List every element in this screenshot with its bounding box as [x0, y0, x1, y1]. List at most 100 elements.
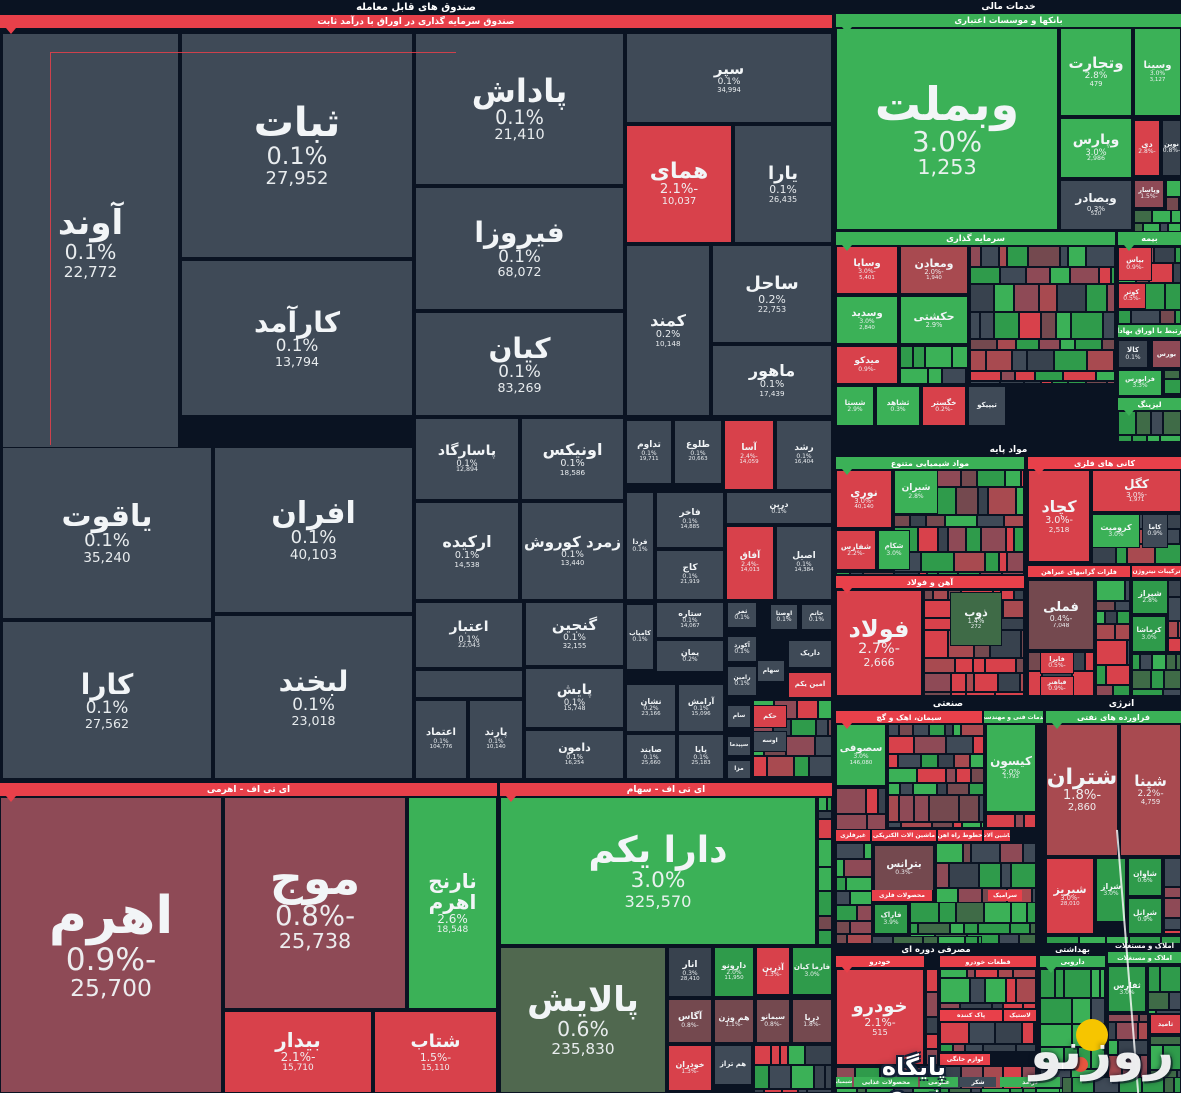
mini-tile[interactable] [966, 368, 968, 384]
mini-tile[interactable] [1060, 339, 1075, 350]
mini-tile[interactable] [899, 795, 914, 822]
mini-tile[interactable] [1151, 411, 1163, 435]
mini-tile[interactable] [1014, 590, 1024, 600]
mini-tile[interactable] [980, 312, 994, 339]
mini-tile[interactable] [809, 756, 832, 777]
mini-tile[interactable] [924, 673, 951, 692]
mini-tile[interactable] [953, 1044, 965, 1052]
treemap-tile[interactable]: فایرا -0.5% [1040, 652, 1074, 674]
mini-tile[interactable] [900, 368, 928, 384]
treemap-tile[interactable]: شاوان 0.6% [1128, 858, 1162, 896]
mini-tile[interactable] [1086, 381, 1107, 384]
mini-tile[interactable] [836, 877, 846, 891]
treemap-tile[interactable]: ومعادن -2.0% 1,940 [900, 246, 968, 294]
mini-tile[interactable] [780, 1045, 788, 1065]
treemap-tile[interactable]: کگل -3.0% 1,971 [1092, 470, 1181, 512]
mini-tile[interactable] [938, 527, 948, 552]
mini-tile[interactable] [1081, 1024, 1099, 1047]
mini-tile[interactable] [791, 1065, 814, 1089]
treemap-tile[interactable]: سپر 0.1% 34,994 [626, 33, 832, 123]
mini-tile[interactable] [836, 572, 850, 575]
mini-tile[interactable] [846, 877, 872, 891]
mini-tile[interactable] [978, 487, 988, 515]
treemap-tile[interactable]: اونیکس 0.1% 18,586 [521, 418, 624, 500]
mini-tile[interactable] [1096, 580, 1125, 601]
mini-tile[interactable] [956, 768, 971, 783]
treemap-tile[interactable]: یاقوت 0.1% 35,240 [2, 447, 212, 619]
mini-tile[interactable] [970, 350, 986, 371]
mini-tile[interactable] [1040, 969, 1055, 998]
mini-tile[interactable] [1118, 435, 1132, 442]
mini-tile[interactable] [900, 783, 913, 795]
treemap-tile[interactable]: فردا 0.1% [626, 492, 654, 600]
mini-tile[interactable] [986, 350, 1012, 371]
mini-tile[interactable] [995, 1022, 1022, 1044]
mini-tile[interactable] [823, 777, 832, 779]
mini-tile[interactable] [769, 1065, 791, 1089]
mini-tile[interactable] [926, 1049, 938, 1065]
treemap-tile[interactable]: اعتماد 0.1% 104,776 [415, 700, 467, 779]
mini-tile[interactable] [986, 814, 1015, 828]
treemap-tile[interactable]: وسینا 3.0% 3,127 [1134, 28, 1181, 116]
mini-tile[interactable] [825, 1065, 832, 1089]
mini-tile[interactable] [970, 267, 1000, 284]
mini-tile[interactable] [1096, 371, 1115, 381]
mini-tile[interactable] [1148, 966, 1160, 992]
treemap-tile[interactable]: اهرم -0.9% 25,700 [0, 797, 222, 1093]
mini-tile[interactable] [1024, 381, 1041, 384]
treemap-tile[interactable]: اعتبار 0.1% 22,043 [415, 602, 523, 668]
sector-strip[interactable]: مواد شیمیایی متنوع [836, 457, 1024, 469]
mini-tile[interactable] [878, 788, 886, 814]
mini-tile[interactable] [1132, 435, 1147, 442]
treemap-tile[interactable]: کیان 0.1% 83,269 [415, 312, 624, 416]
mini-tile[interactable] [1023, 843, 1036, 863]
mini-tile[interactable] [1091, 1047, 1105, 1069]
mini-tile[interactable] [966, 673, 974, 692]
mini-tile[interactable] [998, 969, 1013, 978]
mini-tile[interactable] [953, 822, 962, 828]
sector-strip[interactable]: خودرو [836, 956, 924, 967]
mini-tile[interactable] [1057, 284, 1086, 312]
treemap-tile[interactable]: موج -0.8% 25,738 [224, 797, 406, 1009]
mini-tile[interactable] [1040, 998, 1072, 1024]
mini-tile[interactable] [814, 1065, 825, 1089]
treemap-tile[interactable]: اوصتا 0.1% [770, 604, 798, 630]
treemap-tile[interactable]: دریا -1.8% [792, 999, 832, 1043]
mini-tile[interactable] [1138, 1022, 1148, 1040]
mini-tile[interactable] [1007, 246, 1028, 267]
mini-tile[interactable] [936, 863, 949, 888]
mini-tile[interactable] [965, 1044, 983, 1052]
sector-strip[interactable]: ای تی اف - سهام [500, 783, 832, 796]
mini-tile[interactable] [1000, 267, 1026, 284]
mini-tile[interactable] [1078, 1047, 1091, 1069]
mini-tile[interactable] [964, 923, 978, 934]
mini-tile[interactable] [888, 736, 914, 754]
mini-tile[interactable] [936, 487, 956, 515]
mini-tile[interactable] [1020, 673, 1024, 692]
mini-tile[interactable] [954, 754, 970, 768]
mini-tile[interactable] [1010, 923, 1030, 934]
mini-tile[interactable] [1000, 843, 1023, 863]
mini-tile[interactable] [1072, 671, 1094, 696]
mini-tile[interactable] [1096, 601, 1115, 611]
treemap-tile[interactable]: داریک [788, 640, 832, 668]
mini-tile[interactable] [971, 843, 1000, 863]
treemap-tile[interactable]: پارند 0.1% 10,140 [469, 700, 523, 779]
mini-tile[interactable] [1054, 350, 1087, 371]
mini-tile[interactable] [836, 788, 866, 814]
mini-tile[interactable] [1171, 210, 1181, 223]
mini-tile[interactable] [924, 630, 948, 658]
treemap-tile[interactable]: افران 0.1% 40,103 [214, 447, 413, 613]
sector-strip[interactable]: سرمایه گذاری [836, 232, 1115, 245]
treemap-tile[interactable]: هم وزن -1.1% [714, 999, 754, 1043]
mini-tile[interactable] [786, 736, 815, 756]
mini-tile[interactable] [958, 572, 980, 575]
treemap-tile[interactable]: رشد 0.1% 16,404 [776, 420, 832, 490]
mini-tile[interactable] [914, 795, 929, 822]
mini-tile[interactable] [753, 756, 767, 777]
mini-tile[interactable] [945, 724, 953, 736]
mini-tile[interactable] [857, 905, 872, 921]
mini-tile[interactable] [1004, 515, 1024, 527]
mini-tile[interactable] [970, 978, 985, 1003]
mini-tile[interactable] [937, 783, 947, 795]
